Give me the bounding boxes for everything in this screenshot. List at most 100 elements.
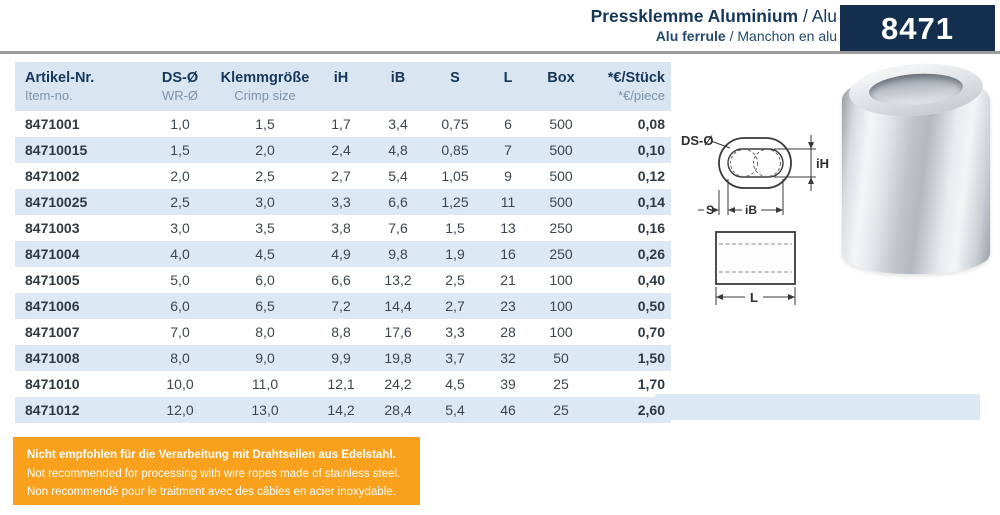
table-cell: 17,6	[384, 323, 412, 340]
table-cell: 13,2	[384, 271, 412, 288]
subtitle-rest: / Manchon en alu	[725, 27, 837, 44]
warning-box: Nicht empfohlen für die Verarbeitung mit…	[13, 437, 420, 505]
table-cell: 2,5	[255, 167, 275, 184]
table-cell: 10,0	[166, 375, 194, 392]
table-cell: 1,5	[255, 115, 275, 132]
table-cell: 0,08	[637, 115, 665, 132]
column-header-klemmgr-e: Klemmgröße Crimp size	[217, 62, 313, 111]
article-number-cell: 8471008	[25, 349, 80, 366]
column-label-primary: Klemmgröße	[220, 70, 310, 86]
table-cell: 1,5	[445, 219, 465, 236]
table-cell: 14,4	[384, 297, 412, 314]
column-label-primary: *€/Stück	[607, 70, 665, 86]
table-cell: 50	[553, 349, 569, 366]
table-cell: 9,8	[388, 245, 408, 262]
table-cell: 4,5	[255, 245, 275, 262]
table-cell: 2,7	[331, 167, 351, 184]
column-label-secondary	[483, 88, 533, 105]
table-row: 84710025 2,5 3,0 3,3 6,6 1,25 11 500 0,14	[15, 188, 671, 215]
column-label-secondary: *€/piece	[618, 87, 665, 103]
table-cell: 6,6	[331, 271, 351, 288]
table-cell: 39	[500, 375, 516, 392]
table-cell: 16	[500, 245, 516, 262]
article-number-cell: 8471007	[25, 323, 80, 340]
table-cell: 250	[549, 219, 573, 236]
table-cell: 9,9	[331, 349, 351, 366]
table-cell: 3,4	[388, 115, 408, 132]
table-cell: 5,4	[388, 167, 408, 184]
table-cell: 6,6	[388, 193, 408, 210]
table-cell: 0,40	[637, 271, 665, 288]
article-number-cell: 8471005	[25, 271, 80, 288]
table-cell: 100	[549, 297, 573, 314]
table-cell: 28,4	[384, 401, 412, 418]
spec-table-body: 8471001 1,0 1,5 1,7 3,4 0,75 6 500 0,08 84710015 1…	[15, 111, 671, 423]
table-cell: 1,25	[441, 193, 469, 210]
article-number-cell: 8471002	[25, 167, 80, 184]
table-cell: 2,5	[445, 271, 465, 288]
spec-table: Artikel-Nr. Item-no. DS-Ø WR-Ø Klemmgröße Cri…	[15, 62, 671, 423]
table-row: 8471004 4,0 4,5 4,9 9,8 1,9 16 250 0,26	[15, 240, 671, 267]
table-cell: 0,14	[637, 193, 665, 210]
table-cell: 0,26	[637, 245, 665, 262]
table-row: 8471005 5,0 6,0 6,6 13,2 2,5 21 100 0,40	[15, 267, 671, 293]
ds-leader-line	[710, 140, 731, 149]
column-label-primary: iB	[390, 70, 406, 86]
table-cell: 25	[553, 375, 569, 392]
title-rest: / Alu	[798, 6, 837, 26]
table-row: 8471012 12,0 13,0 14,2 28,4 5,4 46 25 2,60	[15, 396, 671, 423]
table-row: 8471008 8,0 9,0 9,9 19,8 3,7 32 50 1,50	[15, 344, 671, 371]
table-cell: 4,9	[331, 245, 351, 262]
title-bold: Pressklemme Aluminium	[590, 6, 799, 26]
label-ds-diameter: DS-Ø	[681, 133, 714, 148]
column-label-secondary	[313, 88, 369, 105]
front-view	[718, 137, 792, 189]
table-cell: 12,1	[327, 375, 355, 392]
table-cell: 500	[549, 193, 573, 210]
table-cell: 2,5	[170, 193, 190, 210]
column-header-ib: iB	[369, 62, 427, 111]
table-cell: 1,70	[637, 375, 665, 392]
table-cell: 6,0	[170, 297, 190, 314]
dimension-ih	[774, 135, 816, 191]
label-l: L	[750, 290, 758, 305]
table-cell: 3,3	[331, 193, 351, 210]
product-photo	[842, 59, 990, 276]
table-cell: 3,0	[170, 219, 190, 236]
table-cell: 14,2	[327, 401, 355, 418]
table-cell: 3,8	[331, 219, 351, 236]
table-cell: 9,0	[255, 349, 275, 366]
table-cell: 1,50	[637, 349, 665, 366]
table-cell: 8,0	[170, 349, 190, 366]
column-header-ds-: DS-Ø WR-Ø	[143, 62, 217, 111]
label-ih: iH	[816, 156, 829, 171]
table-cell: 25	[553, 401, 569, 418]
table-cell: 3,3	[445, 323, 465, 340]
table-cell: 1,9	[445, 245, 465, 262]
table-cell: 7,2	[331, 297, 351, 314]
table-cell: 4,8	[388, 141, 408, 158]
table-cell: 11,0	[251, 375, 279, 392]
table-cell: 3,5	[255, 219, 275, 236]
table-cell: 3,0	[255, 193, 275, 210]
product-number: 8471	[881, 10, 954, 46]
table-cell: 250	[549, 245, 573, 262]
table-cell: 21	[500, 271, 516, 288]
table-cell: 0,75	[441, 115, 469, 132]
column-label-primary: iH	[333, 70, 349, 86]
label-ib: iB	[745, 203, 757, 217]
column-label-secondary	[427, 88, 483, 105]
table-cell: 0,10	[637, 141, 665, 158]
table-cell: 24,2	[384, 375, 412, 392]
table-cell: 4,0	[170, 245, 190, 262]
column-header-l: L	[483, 62, 533, 111]
article-number-cell: 8471003	[25, 219, 80, 236]
table-cell: 8,8	[331, 323, 351, 340]
column-label-primary: L	[503, 70, 513, 86]
table-cell: 2,4	[331, 141, 351, 158]
table-cell: 6,5	[255, 297, 275, 314]
article-number-cell: 84710025	[25, 193, 88, 210]
spec-table-head: Artikel-Nr. Item-no. DS-Ø WR-Ø Klemmgröße Cri…	[15, 62, 671, 111]
column-label-primary: Box	[547, 70, 575, 86]
article-number-cell: 8471004	[25, 245, 80, 262]
